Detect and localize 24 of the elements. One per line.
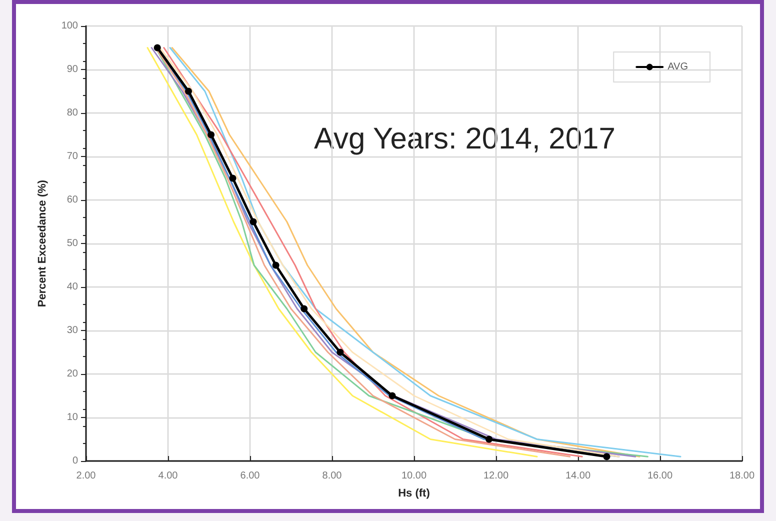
y-tick-label: 10: [66, 412, 78, 423]
y-tick-label: 60: [66, 194, 78, 206]
x-tick-label: 8.00: [322, 470, 342, 482]
legend-label: AVG: [668, 62, 688, 72]
y-tick-label: 20: [66, 368, 78, 380]
x-axis-title: Hs (ft): [398, 488, 430, 500]
y-tick-label: 70: [66, 151, 78, 162]
x-tick-label: 2.00: [76, 470, 96, 482]
y-tick-label: 90: [66, 64, 78, 75]
y-axis-title: Percent Exceedance (%): [36, 180, 48, 308]
y-tick-label: 100: [61, 20, 78, 32]
x-tick-label: 12.00: [483, 470, 509, 482]
x-tick-label: 14.00: [565, 470, 591, 482]
y-tick-label: 40: [66, 282, 78, 292]
x-tick-label: 10.00: [401, 470, 427, 482]
y-tick-label: 80: [66, 108, 78, 118]
y-tick-label: 0: [72, 456, 78, 466]
annotation: Avg Years: 2014, 2017: [314, 122, 616, 156]
y-tick-label: 30: [66, 325, 78, 336]
x-tick-label: 4.00: [158, 470, 178, 482]
x-tick-label: 6.00: [240, 470, 260, 482]
x-tick-label: 16.00: [647, 470, 673, 482]
y-tick-label: 50: [66, 238, 78, 249]
x-tick-label: 18.00: [729, 470, 755, 482]
